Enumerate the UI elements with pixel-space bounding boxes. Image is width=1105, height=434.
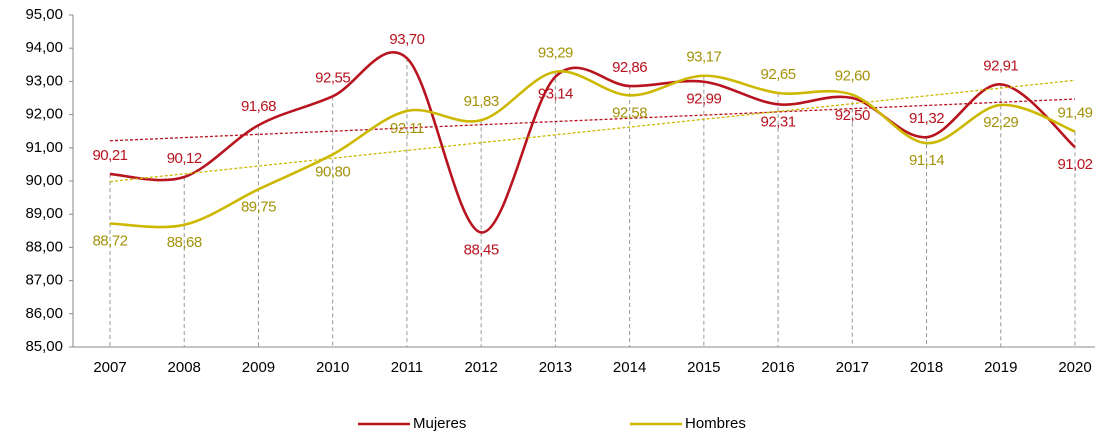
data-label: 92,60 [835,68,870,85]
data-label: 92,91 [983,57,1018,74]
x-tick-label: 2017 [836,359,869,376]
data-label: 89,75 [241,198,276,215]
x-tick-label: 2007 [93,359,126,376]
line [109,51,1076,234]
data-label: 88,45 [464,241,499,258]
x-tick-label: 2020 [1058,359,1091,376]
data-label: 93,29 [538,45,573,62]
data-label: 90,12 [167,150,202,167]
x-tick-label: 2009 [242,359,275,376]
data-label: 93,70 [389,31,424,48]
data-label: 92,99 [686,91,721,108]
x-tick-label: 2014 [613,359,646,376]
data-label: 93,14 [538,86,573,103]
y-tick-label: 90,00 [25,172,63,189]
x-tick-label: 2013 [539,359,572,376]
y-tick-label: 91,00 [25,139,63,156]
data-label: 92,86 [612,59,647,76]
data-label: 92,50 [835,107,870,124]
data-label: 91,68 [241,98,276,115]
x-tick-label: 2018 [910,359,943,376]
x-tick-label: 2008 [168,359,201,376]
data-label: 90,80 [315,163,350,180]
data-label: 91,32 [909,110,944,127]
y-tick-label: 85,00 [25,338,63,355]
legend-label: Hombres [685,415,746,432]
data-label: 92,11 [390,120,424,137]
y-tick-label: 92,00 [25,106,63,123]
legend-label: Mujeres [413,415,466,432]
x-tick-label: 2016 [761,359,794,376]
data-label: 92,65 [761,66,796,83]
data-label: 90,21 [92,147,127,164]
data-label: 91,14 [909,152,944,169]
y-tick-label: 87,00 [25,272,63,289]
trend-line [109,79,1076,183]
data-label: 92,58 [612,104,647,121]
data-label: 91,49 [1057,105,1092,122]
data-label: 91,83 [464,93,499,110]
x-tick-label: 2010 [316,359,349,376]
x-tick-label: 2015 [687,359,720,376]
y-tick-label: 89,00 [25,205,63,222]
data-label: 92,55 [315,69,350,86]
x-tick-label: 2019 [984,359,1017,376]
line [109,70,1076,229]
y-tick-label: 95,00 [25,6,63,23]
data-label: 92,29 [983,114,1018,131]
y-tick-label: 93,00 [25,72,63,89]
data-label: 88,68 [167,234,202,251]
data-label: 91,02 [1057,156,1092,173]
y-tick-label: 88,00 [25,238,63,255]
y-tick-label: 86,00 [25,305,63,322]
data-label: 92,31 [761,113,796,130]
data-label: 88,72 [92,232,127,249]
y-tick-label: 94,00 [25,39,63,56]
x-tick-label: 2012 [464,359,497,376]
x-tick-label: 2011 [391,359,423,376]
data-label: 93,17 [686,49,721,66]
trend-line [109,98,1076,142]
